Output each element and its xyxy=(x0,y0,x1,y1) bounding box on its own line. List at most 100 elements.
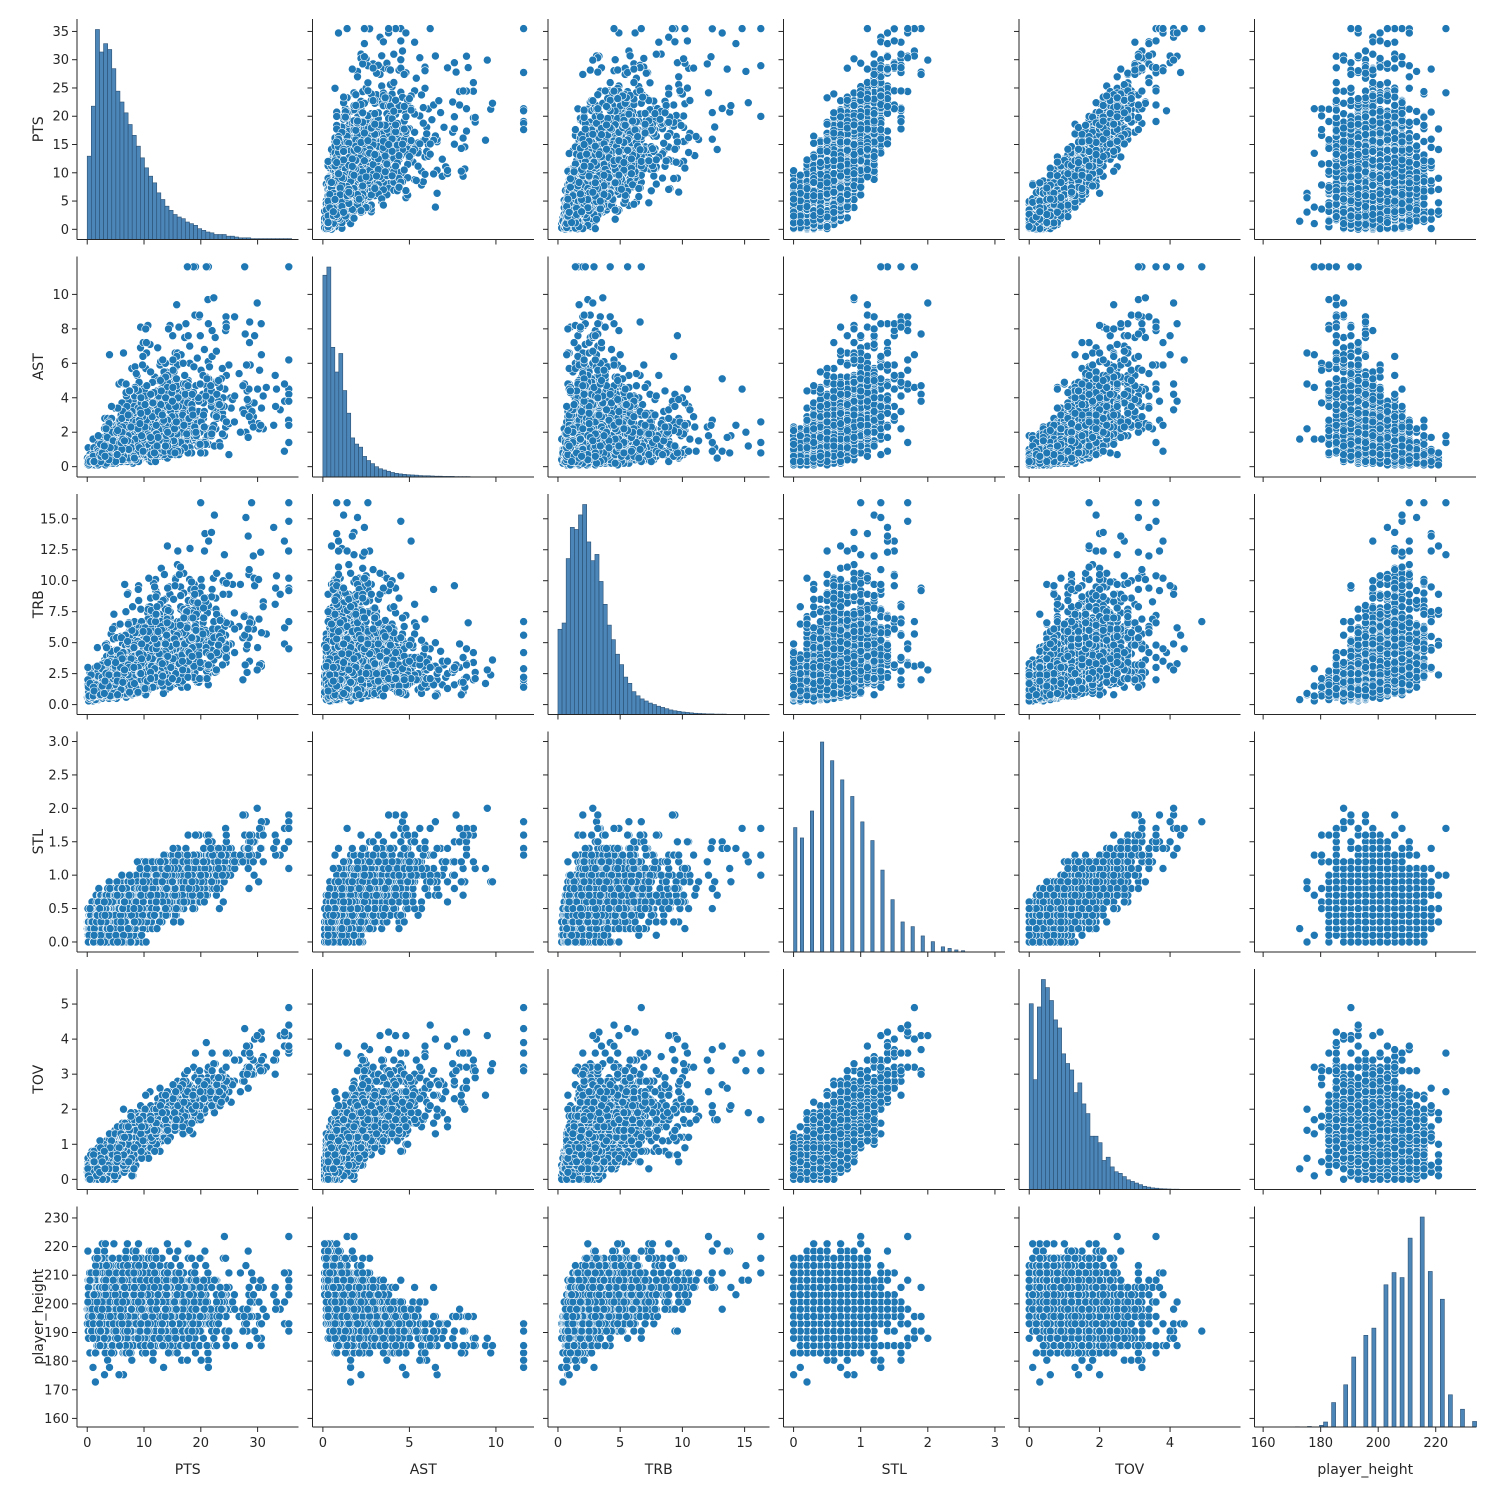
scatter-point xyxy=(357,207,365,215)
scatter-point xyxy=(757,62,765,70)
scatter-point xyxy=(381,168,389,176)
scatter-point xyxy=(411,128,419,136)
scatter-point xyxy=(670,175,678,183)
scatter-point xyxy=(670,101,678,109)
scatter-point xyxy=(589,97,597,105)
scatter-point xyxy=(665,90,673,98)
histogram-bar xyxy=(128,125,132,240)
scatter-point xyxy=(395,152,403,160)
scatter-point xyxy=(742,67,750,75)
histogram-bar xyxy=(194,225,198,239)
scatter-point xyxy=(757,112,765,120)
scatter-point xyxy=(352,126,360,134)
scatter-point xyxy=(354,73,362,81)
histogram-bar xyxy=(124,113,128,240)
scatter-point xyxy=(469,79,477,87)
plot-area xyxy=(321,25,528,234)
scatter-point xyxy=(397,37,405,45)
scatter-point xyxy=(369,64,377,72)
scatter-point xyxy=(340,208,348,216)
scatter-point xyxy=(732,40,740,48)
scatter-point xyxy=(333,159,341,167)
scatter-point xyxy=(520,107,528,115)
scatter-point xyxy=(459,87,467,95)
scatter-point xyxy=(675,188,683,196)
scatter-point xyxy=(662,101,670,109)
histogram-bar xyxy=(161,200,165,240)
histogram-bar xyxy=(112,69,116,240)
scatter-point xyxy=(405,95,413,103)
scatter-point xyxy=(397,56,405,64)
scatter-point xyxy=(482,136,490,144)
scatter-point xyxy=(399,140,407,148)
scatter-point xyxy=(675,73,683,81)
scatter-point xyxy=(708,25,716,33)
scatter-point xyxy=(450,140,458,148)
scatter-point xyxy=(594,105,602,113)
scatter-point xyxy=(692,133,700,141)
scatter-point xyxy=(594,68,602,76)
scatter-point xyxy=(350,214,358,222)
scatter-point xyxy=(373,172,381,180)
scatter-point xyxy=(400,125,408,133)
histogram-bar xyxy=(95,30,99,240)
histogram-bar xyxy=(153,183,157,240)
scatter-point xyxy=(444,64,452,72)
scatter-point xyxy=(428,116,436,124)
scatter-point xyxy=(400,70,408,78)
scatter-point xyxy=(348,65,356,73)
histogram-bar xyxy=(218,235,222,240)
scatter-point xyxy=(385,141,393,149)
scatter-point xyxy=(647,187,655,195)
scatter-point xyxy=(392,96,400,104)
subplot-PTS-vs-TRB xyxy=(543,19,770,245)
scatter-point xyxy=(331,84,339,92)
scatter-point xyxy=(520,69,528,77)
scatter-point xyxy=(483,56,491,64)
scatter-point xyxy=(565,150,573,158)
scatter-point xyxy=(402,113,410,121)
scatter-point xyxy=(457,167,465,175)
scatter-point xyxy=(328,178,336,186)
scatter-point xyxy=(364,79,372,87)
histogram-bar xyxy=(214,235,218,240)
scatter-point xyxy=(435,97,443,105)
scatter-point xyxy=(418,91,426,99)
scatter-point xyxy=(463,52,471,60)
scatter-point xyxy=(685,134,693,142)
scatter-point xyxy=(611,56,619,64)
scatter-point xyxy=(414,162,422,170)
scatter-point xyxy=(333,112,341,120)
plot-area xyxy=(87,30,291,240)
scatter-point xyxy=(680,112,688,120)
histogram-bar xyxy=(173,215,177,240)
y-tick-label: 5 xyxy=(61,195,69,210)
scatter-point xyxy=(381,94,389,102)
scatter-point xyxy=(400,166,408,174)
histogram-bar xyxy=(108,50,112,240)
scatter-point xyxy=(335,170,343,178)
scatter-point xyxy=(371,185,379,193)
scatter-point xyxy=(390,107,398,115)
scatter-point xyxy=(580,113,588,121)
scatter-point xyxy=(433,189,441,197)
scatter-point xyxy=(324,219,332,227)
histogram-bar xyxy=(198,229,202,240)
scatter-point xyxy=(371,120,379,128)
scatter-point xyxy=(348,162,356,170)
scatter-point xyxy=(386,66,394,74)
y-tick-label: 10 xyxy=(52,166,69,181)
histogram-bar xyxy=(136,146,140,239)
scatter-point xyxy=(520,25,528,33)
y-tick-label: 30 xyxy=(52,53,69,68)
histogram-bar xyxy=(99,52,103,240)
scatter-point xyxy=(350,171,358,179)
scatter-point xyxy=(416,140,424,148)
histogram-bar xyxy=(206,232,210,240)
scatter-point xyxy=(426,140,434,148)
scatter-point xyxy=(392,121,400,129)
scatter-point xyxy=(405,153,413,161)
scatter-point xyxy=(343,25,351,33)
